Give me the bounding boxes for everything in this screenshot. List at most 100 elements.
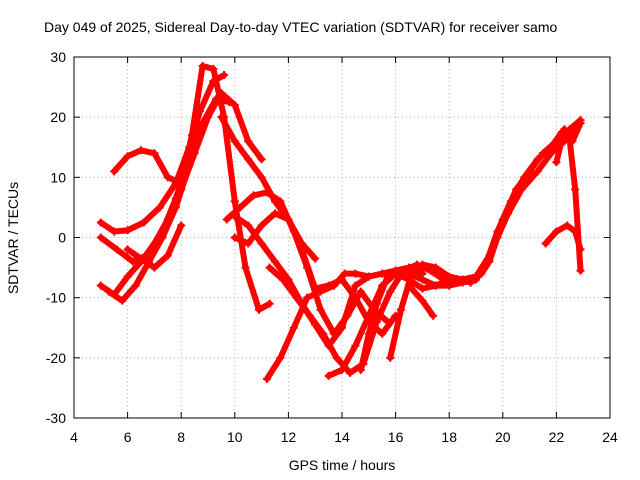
data-point — [378, 269, 387, 278]
data-point — [364, 272, 373, 281]
data-point — [244, 221, 253, 230]
data-point — [257, 173, 266, 182]
series-s18 — [541, 221, 585, 254]
series-s4 — [110, 62, 274, 314]
data-point — [407, 269, 416, 278]
series-s2 — [96, 95, 234, 266]
data-point — [158, 233, 167, 242]
data-point — [372, 299, 381, 308]
x-axis-title: GPS time / hours — [289, 457, 396, 473]
data-point — [351, 269, 360, 278]
data-point — [340, 269, 349, 278]
chart-title: Day 049 of 2025, Sidereal Day-to-day VTE… — [44, 19, 557, 35]
data-point — [271, 257, 279, 266]
data-point — [565, 137, 574, 146]
data-point — [498, 215, 507, 224]
series-s1 — [96, 71, 229, 236]
axis-ticks — [73, 56, 611, 419]
series-line — [266, 120, 581, 376]
data-point — [472, 272, 480, 281]
data-point — [356, 365, 365, 374]
data-point — [217, 113, 226, 122]
series-line — [111, 63, 273, 313]
y-tick-label: -10 — [46, 290, 66, 306]
data-point — [220, 71, 229, 80]
data-point — [244, 239, 253, 248]
data-point — [386, 287, 395, 296]
data-point — [236, 203, 245, 212]
data-point — [112, 245, 121, 254]
data-point — [244, 137, 253, 146]
x-tick-label: 8 — [177, 429, 185, 445]
data-point — [396, 305, 405, 314]
grid — [74, 57, 610, 418]
data-point — [123, 152, 132, 161]
data-point — [276, 197, 285, 206]
series-s17 — [552, 125, 585, 275]
data-point — [276, 353, 285, 362]
data-point — [128, 257, 137, 266]
x-tick-label: 6 — [124, 429, 132, 445]
data-point — [346, 368, 355, 377]
data-point — [110, 167, 119, 176]
data-point — [150, 149, 159, 158]
data-point — [305, 311, 314, 320]
data-point — [257, 221, 266, 230]
data-point — [279, 275, 288, 284]
data-point — [329, 281, 338, 290]
data-point — [356, 287, 365, 296]
data-point — [257, 239, 266, 248]
data-point — [391, 269, 400, 278]
data-point — [254, 305, 263, 314]
data-point — [324, 371, 333, 380]
data-point — [316, 287, 325, 296]
data-point — [244, 155, 253, 164]
data-point — [265, 263, 274, 272]
data-point — [571, 227, 580, 236]
data-point — [364, 329, 373, 338]
series-s15 — [386, 116, 585, 362]
data-point — [249, 191, 258, 200]
data-point — [104, 287, 113, 296]
x-tick-label: 24 — [602, 429, 618, 445]
data-point — [230, 197, 239, 206]
data-point — [431, 281, 440, 290]
series-s6 — [123, 221, 186, 272]
data-point — [332, 353, 341, 362]
data-point — [131, 281, 140, 290]
data-point — [571, 185, 580, 194]
data-point — [123, 226, 132, 235]
series-s5 — [104, 119, 207, 305]
series-line — [97, 72, 228, 235]
data-point — [110, 227, 119, 236]
data-point — [204, 113, 212, 122]
data-point — [445, 272, 454, 281]
data-point — [351, 281, 360, 290]
data-point — [163, 251, 172, 260]
y-axis-title: SDTVAR / TECUs — [5, 182, 21, 294]
data-point — [139, 218, 148, 227]
data-point — [560, 125, 569, 134]
data-point — [533, 167, 542, 176]
data-point — [297, 245, 306, 254]
x-tick-label: 10 — [227, 429, 243, 445]
y-tick-label: 20 — [50, 109, 66, 125]
data-point — [383, 272, 392, 281]
data-point — [292, 293, 301, 302]
data-point — [96, 218, 105, 227]
data-point — [386, 353, 395, 362]
series-s12 — [265, 119, 582, 377]
data-point — [137, 254, 145, 263]
data-point — [155, 203, 164, 212]
data-point — [525, 167, 534, 176]
data-point — [418, 260, 427, 269]
y-tick-label: 10 — [50, 169, 66, 185]
data-point — [284, 215, 293, 224]
x-tick-label: 22 — [549, 429, 565, 445]
data-point — [338, 323, 346, 332]
data-point — [137, 146, 145, 155]
data-point — [378, 329, 387, 338]
data-point — [418, 284, 427, 293]
data-point — [311, 254, 320, 263]
x-tick-label: 18 — [441, 429, 457, 445]
